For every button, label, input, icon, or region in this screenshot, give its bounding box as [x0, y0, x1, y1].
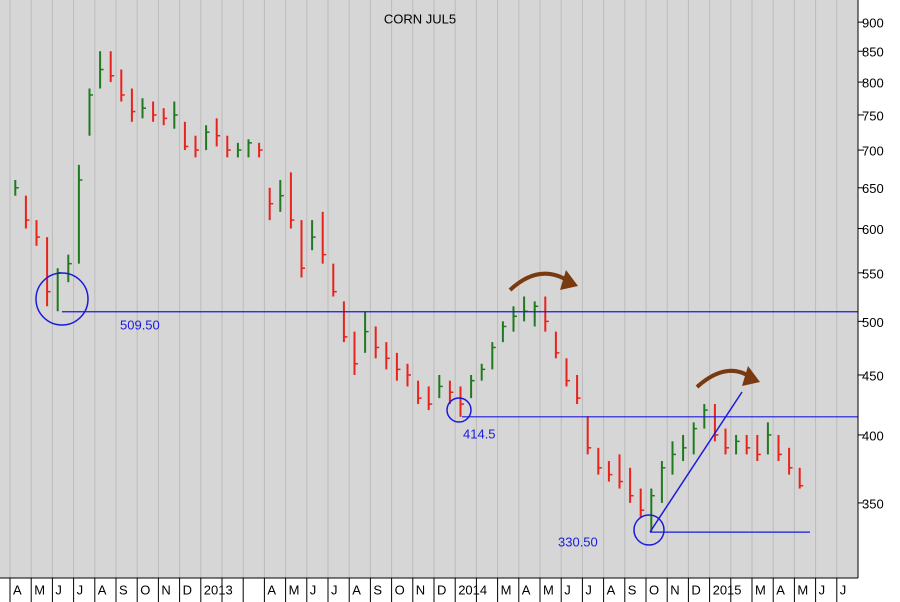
x-tick-label: J	[564, 582, 571, 597]
x-tick-label: O	[649, 582, 659, 597]
y-tick-label: 700	[862, 144, 884, 159]
x-tick-label: M	[501, 582, 512, 597]
circle-marker	[633, 514, 665, 546]
x-tick-label: A	[776, 582, 785, 597]
arrow-head	[560, 270, 578, 290]
x-tick-label: O	[395, 582, 405, 597]
trend-line	[649, 391, 743, 533]
level-label: 509.50	[120, 317, 160, 332]
x-tick-label: D	[183, 582, 192, 597]
x-tick-label: J	[55, 582, 62, 597]
x-tick-label: J	[77, 582, 84, 597]
x-tick-label: N	[416, 582, 425, 597]
x-tick-label: M	[797, 582, 808, 597]
circle-marker	[35, 272, 89, 326]
x-tick-label: O	[140, 582, 150, 597]
x-tick-label: S	[373, 582, 382, 597]
x-tick-label: S	[628, 582, 637, 597]
level-label: 414.5	[463, 426, 496, 441]
y-tick-label: 900	[862, 16, 884, 31]
x-tick-label: N	[161, 582, 170, 597]
x-tick-label: A	[352, 582, 361, 597]
x-tick-label: N	[670, 582, 679, 597]
y-tick-label: 550	[862, 266, 884, 281]
x-tick-label: S	[119, 582, 128, 597]
x-tick-label: M	[755, 582, 766, 597]
x-tick-label: A	[607, 582, 616, 597]
x-tick-label: J	[331, 582, 338, 597]
y-tick-label: 600	[862, 222, 884, 237]
y-tick-label: 350	[862, 496, 884, 511]
y-tick-label: 450	[862, 368, 884, 383]
y-tick-label: 850	[862, 45, 884, 60]
y-tick-label: 750	[862, 108, 884, 123]
x-tick-label: A	[13, 582, 22, 597]
x-tick-label: 2015	[713, 582, 742, 597]
x-tick-label: 2013	[204, 582, 233, 597]
x-tick-label: M	[543, 582, 554, 597]
x-tick-label: A	[522, 582, 531, 597]
plot-background	[0, 0, 858, 578]
arrow-head	[742, 366, 760, 386]
x-tick-label: A	[98, 582, 107, 597]
circle-marker	[446, 397, 472, 423]
x-tick-label: A	[267, 582, 276, 597]
x-tick-label: M	[34, 582, 45, 597]
x-tick-label: J	[840, 582, 847, 597]
y-tick-label: 650	[862, 181, 884, 196]
x-tick-label: M	[289, 582, 300, 597]
x-tick-label: D	[437, 582, 446, 597]
x-tick-label: 2014	[458, 582, 487, 597]
chart-title: CORN JUL5	[384, 11, 456, 26]
y-tick-label: 800	[862, 76, 884, 91]
x-tick-label: J	[585, 582, 592, 597]
month-strip	[0, 578, 858, 602]
axis-background	[858, 0, 900, 602]
y-tick-label: 400	[862, 428, 884, 443]
x-tick-label: J	[819, 582, 826, 597]
level-label: 330.50	[558, 534, 598, 549]
y-tick-label: 500	[862, 315, 884, 330]
x-tick-label: J	[310, 582, 317, 597]
x-tick-label: D	[691, 582, 700, 597]
